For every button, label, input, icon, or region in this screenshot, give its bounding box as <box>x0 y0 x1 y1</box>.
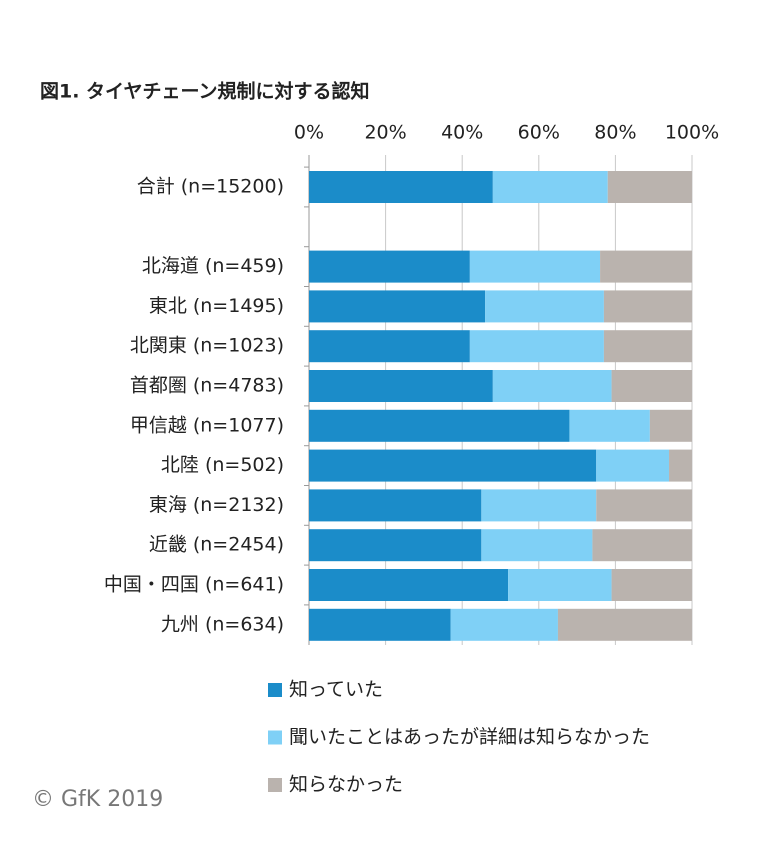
bar-segment <box>469 330 604 363</box>
bar-segment <box>557 608 692 641</box>
bar-segment <box>481 529 593 562</box>
bar-segment <box>603 290 692 323</box>
legend-swatch <box>268 683 282 697</box>
bar-segment <box>309 290 486 323</box>
y-tick-label: 首都圏 (n=4783) <box>130 375 284 397</box>
x-tick-label: 100% <box>665 122 719 144</box>
bar-segment <box>607 171 692 203</box>
bar-segment <box>592 529 692 562</box>
x-tick-label: 0% <box>294 122 324 144</box>
y-tick-label: 東海 (n=2132) <box>149 494 284 516</box>
y-tick-label: 北関東 (n=1023) <box>130 335 284 357</box>
y-tick-label: 北陸 (n=502) <box>161 454 284 476</box>
y-tick-label: 甲信越 (n=1077) <box>130 414 284 436</box>
bar-segment <box>309 569 509 601</box>
bar-segment <box>508 569 612 601</box>
legend-swatch <box>268 730 282 745</box>
y-tick-label: 合計 (n=15200) <box>137 176 284 198</box>
source: © GfK 2019 <box>32 787 163 812</box>
bar-segment <box>309 370 493 402</box>
bar-segment <box>309 489 482 522</box>
bar-segment <box>669 449 692 482</box>
bar-segment <box>469 250 601 283</box>
bar-segment <box>596 449 670 482</box>
legend-label: 知っていた <box>289 679 383 701</box>
bar-segment <box>481 489 597 522</box>
bar-segment <box>492 370 612 402</box>
bar-segment <box>485 290 604 323</box>
bar-segment <box>309 529 482 562</box>
bar-segment <box>309 608 451 641</box>
bar-segment <box>450 608 558 641</box>
y-tick-label: 北海道 (n=459) <box>142 255 284 277</box>
legend-label: 聞いたことはあったが詳細は知らなかった <box>289 726 650 748</box>
y-tick-label: 九州 (n=634) <box>161 613 284 635</box>
y-tick-label: 近畿 (n=2454) <box>149 534 284 556</box>
bar-segment <box>611 569 692 601</box>
chart-title: 図1. タイヤチェーン規制に対する認知 <box>40 80 370 103</box>
bar-segment <box>600 250 692 283</box>
legend-label: 知らなかった <box>289 774 403 796</box>
x-tick-label: 80% <box>594 122 636 144</box>
legend-swatch <box>268 778 282 792</box>
bar-segment <box>603 330 692 363</box>
bar-segment <box>309 171 493 203</box>
bar-segment <box>309 409 570 442</box>
bar-segment <box>492 171 608 203</box>
bar-segment <box>649 409 692 442</box>
bar-segment <box>596 489 692 522</box>
x-tick-label: 60% <box>518 122 560 144</box>
y-tick-label: 東北 (n=1495) <box>149 295 284 317</box>
x-tick-label: 20% <box>364 122 406 144</box>
bar-segment <box>309 250 470 283</box>
bar-segment <box>611 370 692 402</box>
bar-segment <box>309 330 470 363</box>
x-tick-label: 40% <box>441 122 483 144</box>
bar-segment <box>569 409 650 442</box>
y-tick-label: 中国・四国 (n=641) <box>104 574 284 596</box>
bar-segment <box>309 449 597 482</box>
